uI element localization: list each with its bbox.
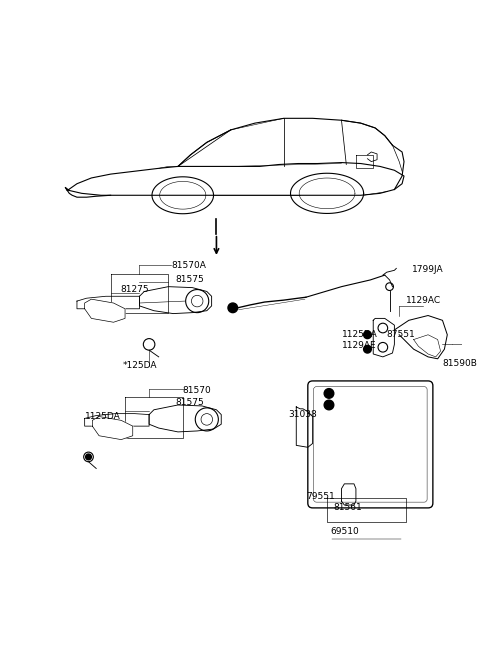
Text: 87551: 87551 xyxy=(387,330,416,339)
Polygon shape xyxy=(92,417,133,440)
Circle shape xyxy=(324,400,334,410)
Text: 81570A: 81570A xyxy=(171,261,206,269)
Text: 81561: 81561 xyxy=(334,503,362,512)
Text: 31038: 31038 xyxy=(288,410,317,419)
Text: 81590B: 81590B xyxy=(443,359,478,368)
Circle shape xyxy=(324,389,334,398)
Circle shape xyxy=(364,346,372,353)
Circle shape xyxy=(228,303,238,313)
Text: 81575: 81575 xyxy=(175,275,204,284)
Text: 81570: 81570 xyxy=(183,386,212,395)
Text: 79551: 79551 xyxy=(306,491,335,501)
Text: 1125DA: 1125DA xyxy=(84,412,120,420)
Text: 69510: 69510 xyxy=(330,527,359,536)
Circle shape xyxy=(85,454,91,460)
Text: 81575: 81575 xyxy=(175,398,204,407)
Text: *125DA: *125DA xyxy=(123,361,157,370)
Polygon shape xyxy=(84,299,125,322)
Text: 1799JA: 1799JA xyxy=(412,265,444,273)
Text: 1125DA: 1125DA xyxy=(341,330,377,339)
Text: 1129AE: 1129AE xyxy=(341,342,376,350)
Circle shape xyxy=(364,331,372,338)
Text: 1129AC: 1129AC xyxy=(406,296,441,306)
Text: 81275: 81275 xyxy=(120,284,149,294)
